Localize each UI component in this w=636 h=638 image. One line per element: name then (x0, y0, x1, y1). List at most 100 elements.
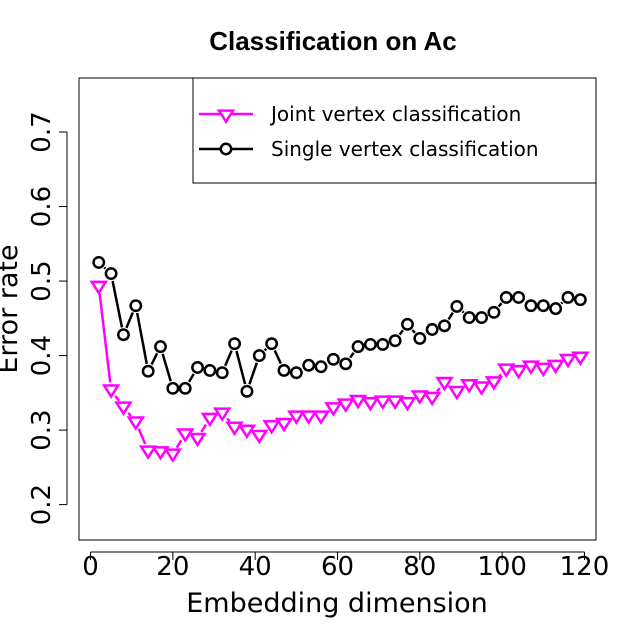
series-single-point (92, 255, 106, 269)
series-single-point (277, 364, 291, 377)
legend-label: Joint vertex classification (269, 102, 521, 126)
series-joint-point (373, 395, 393, 411)
series-joint-point (385, 395, 405, 411)
series-joint-point (89, 280, 109, 296)
series-single-point (549, 302, 563, 316)
series-joint-point (200, 412, 220, 428)
series-joint-point (410, 390, 430, 405)
series-single-point (351, 340, 365, 354)
series-joint-segment (114, 395, 121, 402)
series-single-point (104, 267, 118, 281)
series-joint-point (287, 410, 306, 425)
series-joint-segment (175, 439, 183, 449)
y-tick-label: 0.4 (27, 335, 57, 376)
series-single-segment (187, 373, 195, 383)
series-joint-point (138, 445, 158, 460)
x-tick-label: 20 (156, 552, 189, 582)
series-single-point (289, 366, 303, 380)
series-single-segment (224, 350, 233, 367)
series-joint-point (311, 410, 331, 425)
series-joint-point (509, 364, 528, 380)
x-tick-label: 0 (82, 552, 99, 582)
series-single-point (376, 337, 390, 351)
series-single-point (154, 340, 167, 354)
series-joint-point (101, 384, 121, 399)
series-single-point (536, 299, 550, 313)
series-joint-point (114, 401, 133, 416)
series-single-point (228, 337, 242, 351)
y-tick-label: 0.5 (27, 260, 57, 301)
series-joint-point (299, 410, 318, 425)
series-joint-point (126, 416, 146, 431)
series-single-point (475, 311, 489, 325)
series-single-segment (248, 362, 259, 385)
series-joint-point (571, 351, 590, 367)
legend-marker-icon (219, 142, 233, 156)
series-single-point (573, 293, 587, 307)
series-single-point (450, 299, 464, 313)
series-single-segment (161, 353, 172, 382)
series-joint-segment (498, 373, 502, 378)
series-joint-point (336, 398, 356, 413)
series-single-point (314, 360, 328, 374)
series-single-point (339, 357, 353, 371)
series-single-segment (125, 312, 135, 329)
series-joint-point (472, 381, 491, 396)
series-single-point (524, 299, 538, 313)
series-single-point (388, 334, 402, 348)
series-joint-point (435, 376, 454, 392)
series-joint-point (459, 379, 479, 394)
series-single-point (117, 328, 130, 342)
series-single-segment (560, 301, 564, 305)
series-single-point (425, 323, 439, 336)
y-tick-label: 0.3 (27, 409, 57, 450)
series-single-point (561, 291, 575, 304)
chart-title: Classification on Ac (209, 26, 457, 56)
legend-items: Joint vertex classification Single vertex… (199, 102, 539, 161)
series-single-point (203, 364, 217, 377)
series-single-segment (263, 347, 268, 352)
series-joint-point (348, 394, 368, 410)
series-single-point (326, 352, 340, 366)
y-tick-label: 0.2 (27, 484, 57, 525)
legend-item-joint: Joint vertex classification (199, 102, 521, 126)
series-single-point (178, 381, 192, 395)
series-single-point (141, 364, 155, 378)
series-joint-point (163, 448, 183, 463)
x-tick-label: 80 (403, 552, 436, 582)
series-single-point (512, 291, 526, 304)
series-joint-point (484, 376, 504, 391)
series-joint-segment (435, 387, 441, 393)
series-single-point (499, 291, 513, 304)
series-single-segment (235, 350, 247, 385)
series-joint-point (151, 446, 170, 461)
x-axis: 0 20 40 60 80 100 120 (82, 551, 610, 582)
series-single-point (265, 337, 279, 351)
legend-item-single: Single vertex classification (199, 137, 539, 161)
series-joint-point (237, 424, 257, 440)
series-single-point (252, 349, 266, 363)
series-single-point (215, 366, 229, 380)
y-tick-label: 0.6 (27, 186, 57, 227)
series-single-point (438, 319, 451, 333)
series-single-segment (398, 329, 404, 336)
legend-marker-icon (216, 109, 236, 124)
series-joint (89, 280, 590, 463)
series-joint-point (175, 428, 195, 443)
series-joint-point (496, 363, 516, 378)
series-single-segment (135, 312, 148, 365)
series-single (92, 255, 587, 398)
series-single-point (462, 311, 476, 325)
series-single-segment (447, 312, 454, 321)
series-single-segment (150, 352, 159, 366)
series-layer (89, 255, 590, 463)
series-joint-point (422, 391, 442, 407)
series-joint-point (274, 417, 294, 433)
series-single-point (302, 358, 316, 372)
series-single-segment (349, 351, 355, 359)
series-single-segment (111, 280, 124, 328)
series-single-segment (461, 310, 465, 314)
x-axis-label: Embedding dimension (186, 588, 488, 619)
x-tick-label: 40 (239, 552, 272, 582)
x-tick-label: 120 (560, 552, 610, 582)
